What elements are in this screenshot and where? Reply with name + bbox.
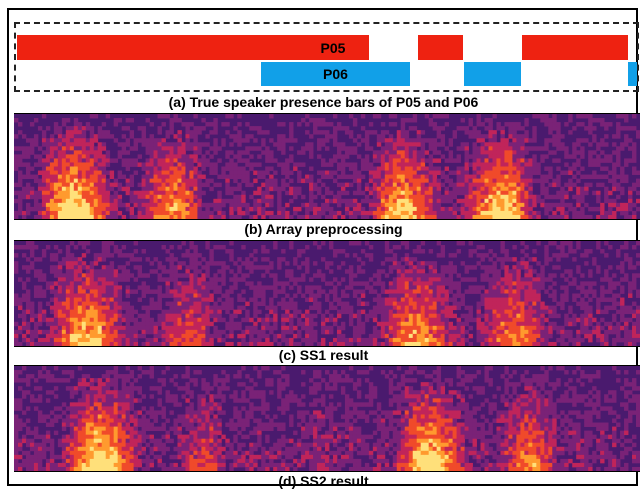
spectrogram-d xyxy=(14,365,640,472)
spectrogram-b xyxy=(14,113,640,220)
caption-b: (b) Array preprocessing xyxy=(244,221,403,237)
caption-a: (a) True speaker presence bars of P05 an… xyxy=(168,94,479,110)
spectrogram-c xyxy=(14,240,640,347)
p05-bar-label: P05 xyxy=(320,39,346,56)
p06-bar-segment-1: P06 xyxy=(261,62,410,86)
caption-d: (d) SS2 result xyxy=(278,473,369,489)
p05-bar-segment-3 xyxy=(522,35,628,60)
p06-bar-segment-2 xyxy=(464,62,521,86)
p05-bar-segment-1: P05 xyxy=(17,35,369,60)
p05-bar-segment-2 xyxy=(418,35,463,60)
p06-bar-label: P06 xyxy=(323,66,348,82)
presence-bars-box xyxy=(14,22,639,92)
caption-c: (c) SS1 result xyxy=(278,347,369,363)
p06-bar-segment-3 xyxy=(628,62,637,86)
